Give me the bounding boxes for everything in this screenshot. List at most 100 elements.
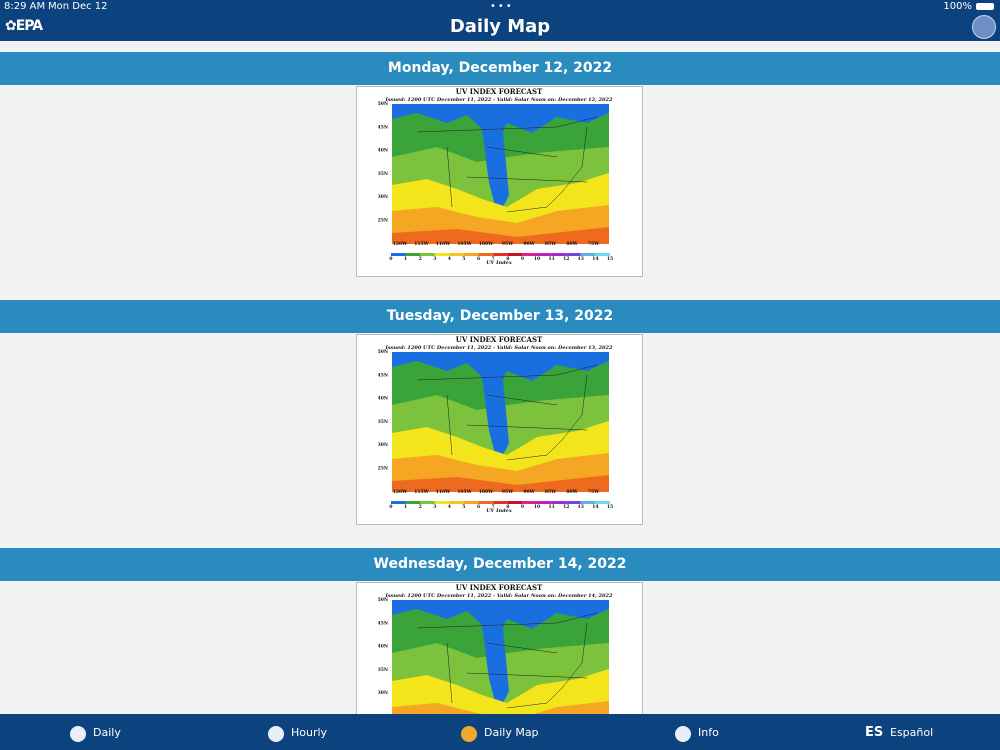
scale-segment xyxy=(566,501,581,504)
lat-label: 45N xyxy=(378,372,388,378)
status-time: 8:29 AM xyxy=(4,1,46,12)
tab-icon xyxy=(675,726,691,742)
lat-label: 30N xyxy=(378,194,388,200)
scale-label: 13 xyxy=(578,504,584,510)
coastline xyxy=(416,116,598,213)
scale-segment xyxy=(566,253,581,256)
scale-label: 15 xyxy=(607,256,613,262)
battery-level: 100% xyxy=(943,1,972,12)
scale-label: 0 xyxy=(389,256,392,262)
scale-segment xyxy=(391,253,406,256)
scale-segment xyxy=(405,253,421,256)
map-plot xyxy=(392,104,609,244)
scale-segment xyxy=(507,253,523,256)
coastline xyxy=(416,612,598,709)
lon-label: 80W xyxy=(566,241,578,247)
scale-label: 12 xyxy=(563,256,569,262)
scale-segment xyxy=(449,501,464,504)
lon-label: 95W xyxy=(502,489,514,495)
scale-segment xyxy=(420,253,435,256)
uv-region xyxy=(482,377,509,465)
map-plot xyxy=(392,600,609,714)
scale-label: 7 xyxy=(492,256,495,262)
scale-segment xyxy=(464,253,479,256)
lon-label: 115W xyxy=(414,241,429,247)
lon-label: 100W xyxy=(479,489,494,495)
lon-label: 105W xyxy=(457,241,472,247)
scale-label: 12 xyxy=(563,504,569,510)
scale-segment xyxy=(391,501,406,504)
tab-item[interactable]: Hourly xyxy=(268,714,378,750)
lon-label: 110W xyxy=(436,241,451,247)
map-issued: Issued: 1200 UTC December 11, 2022 - Val… xyxy=(385,97,613,103)
uv-region xyxy=(392,669,609,714)
scale-segment xyxy=(537,501,552,504)
tab-item[interactable]: Daily xyxy=(70,714,180,750)
lat-label: 50N xyxy=(378,349,388,355)
page-title: Daily Map xyxy=(449,16,551,37)
scale-label: 5 xyxy=(462,504,465,510)
scale-segment xyxy=(405,501,421,504)
scale-label: 0 xyxy=(389,504,392,510)
scale-segment xyxy=(595,253,610,256)
scale-segment xyxy=(434,501,450,504)
scale-label: 1 xyxy=(404,256,407,262)
scale-label: 2 xyxy=(419,504,422,510)
lat-label: 35N xyxy=(378,419,388,425)
scale-segment xyxy=(493,501,508,504)
uv-region xyxy=(392,701,609,714)
scale-segment xyxy=(478,501,494,504)
uv-region xyxy=(392,227,609,244)
lat-label: 40N xyxy=(378,396,388,402)
tab-label: Daily Map xyxy=(484,726,539,739)
scale-segment xyxy=(507,501,523,504)
map-title: UV INDEX FORECAST xyxy=(456,87,543,96)
map-plot xyxy=(392,352,609,492)
lat-label: 40N xyxy=(378,148,388,154)
lon-label: 105W xyxy=(457,489,472,495)
top-bar: 8:29 AM Mon Dec 12 ••• 100% ✿EPA Daily M… xyxy=(0,0,1000,41)
lon-label: 95W xyxy=(502,241,514,247)
status-date: Mon Dec 12 xyxy=(48,1,108,12)
scale-label: 11 xyxy=(548,256,554,262)
map-issued: Issued: 1200 UTC December 11, 2022 - Val… xyxy=(385,345,613,351)
lat-label: 45N xyxy=(378,124,388,130)
tab-item[interactable]: Daily Map xyxy=(461,714,571,750)
tab-icon xyxy=(268,726,284,742)
scale-label: 3 xyxy=(433,256,436,262)
day-list: Monday, December 12, 2022 UV INDEX FORECA… xyxy=(0,41,1000,714)
scale-label: 10 xyxy=(534,256,540,262)
scale-label: 1 xyxy=(404,504,407,510)
day-heading: Tuesday, December 13, 2022 xyxy=(0,300,1000,333)
lon-label: 75W xyxy=(588,241,600,247)
scale-label: 4 xyxy=(448,256,451,262)
scale-label: 6 xyxy=(477,256,480,262)
lat-label: 30N xyxy=(378,690,388,696)
uv-map-image: UV INDEX FORECAST Issued: 1200 UTC Decemb… xyxy=(356,582,643,714)
lat-label: 25N xyxy=(378,466,388,472)
uv-region xyxy=(392,475,609,492)
lat-label: 40N xyxy=(378,644,388,650)
lat-label: 50N xyxy=(378,597,388,603)
tab-item[interactable]: ES Español xyxy=(865,714,975,750)
epa-logo[interactable]: ✿EPA xyxy=(5,18,43,34)
lon-label: 120W xyxy=(393,489,408,495)
scale-segment xyxy=(522,253,537,256)
tab-icon xyxy=(70,726,86,742)
scale-label: 2 xyxy=(419,256,422,262)
scale-label: 4 xyxy=(448,504,451,510)
day-heading: Monday, December 12, 2022 xyxy=(0,52,1000,85)
scale-segment xyxy=(580,501,596,504)
lat-label: 45N xyxy=(378,620,388,626)
tab-item[interactable]: Info xyxy=(675,714,785,750)
scale-segment xyxy=(493,253,508,256)
scale-segment xyxy=(551,501,567,504)
globe-button[interactable] xyxy=(972,15,996,39)
scale-segment xyxy=(595,501,610,504)
uv-map-image: UV INDEX FORECAST Issued: 1200 UTC Decemb… xyxy=(356,334,643,525)
scale-segment xyxy=(522,501,537,504)
lon-label: 75W xyxy=(588,489,600,495)
uv-map-image: UV INDEX FORECAST Issued: 1200 UTC Decemb… xyxy=(356,86,643,277)
